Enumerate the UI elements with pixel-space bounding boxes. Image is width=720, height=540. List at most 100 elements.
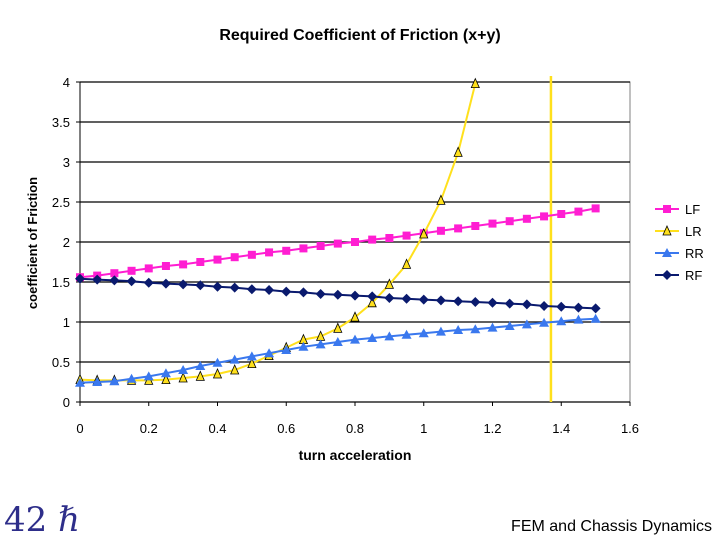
point-lr: [333, 322, 343, 333]
point-lr: [367, 296, 377, 308]
point-rr: [315, 339, 326, 349]
chart-title: Required Coefficient of Friction (x+y): [219, 27, 500, 44]
x-tick-label: 1.6: [621, 421, 639, 436]
point-rf: [229, 282, 240, 293]
point-rr: [504, 321, 515, 330]
friction-chart: Required Coefficient of Friction (x+y) c…: [25, 27, 704, 463]
point-rf: [195, 280, 206, 291]
point-rr: [418, 328, 429, 338]
point-rf: [246, 284, 257, 295]
point-rf: [367, 291, 378, 302]
slide-footer: FEM and Chassis Dynamics: [511, 518, 712, 535]
point-rf: [401, 293, 412, 304]
point-lf: [179, 260, 188, 269]
point-lf: [540, 212, 549, 221]
point-lr: [212, 368, 223, 379]
x-tick-label: 1: [420, 421, 427, 436]
point-rf: [109, 275, 120, 286]
point-rr: [212, 357, 223, 367]
point-rr: [332, 337, 343, 346]
point-rr: [160, 368, 171, 378]
point-lf: [505, 217, 514, 226]
x-tick-label: 1.4: [552, 421, 570, 436]
point-lf: [299, 244, 308, 253]
point-rr: [384, 331, 395, 341]
point-rf: [418, 294, 429, 305]
point-rf: [470, 297, 481, 307]
point-lf: [351, 238, 359, 246]
point-rr: [264, 348, 275, 358]
point-rf: [126, 276, 137, 287]
point-rr: [556, 316, 567, 326]
point-rr: [281, 345, 292, 354]
point-lr: [178, 372, 188, 383]
point-rr: [453, 325, 464, 334]
point-lf: [557, 210, 566, 218]
y-tick-label: 2: [63, 235, 70, 250]
point-lr: [350, 311, 360, 322]
point-rf: [315, 289, 326, 299]
point-lf: [230, 253, 239, 262]
point-rf: [453, 296, 464, 307]
legend-label-rf: RF: [685, 268, 702, 283]
x-tick-label: 0.8: [346, 421, 364, 436]
y-tick-label: 1.5: [52, 275, 70, 290]
point-lr: [230, 364, 240, 375]
point-lf: [110, 269, 119, 278]
point-lf: [144, 264, 153, 273]
slide-number: 42 ℏ: [4, 500, 80, 540]
legend-marker-rr: [662, 248, 672, 257]
point-rf: [92, 274, 103, 285]
point-lf: [265, 248, 274, 257]
point-lf: [591, 204, 600, 213]
x-axis-label: turn acceleration: [299, 447, 412, 463]
point-rf: [504, 298, 515, 309]
point-lr: [419, 228, 429, 239]
y-tick-label: 1: [63, 315, 70, 330]
x-tick-label: 0.2: [140, 421, 158, 436]
y-tick-label: 3.5: [52, 115, 70, 130]
point-lr: [470, 77, 480, 88]
point-lf: [196, 258, 205, 266]
y-tick-label: 0.5: [52, 355, 70, 370]
point-lf: [247, 250, 256, 259]
point-rf: [556, 301, 567, 312]
point-lr: [247, 357, 257, 369]
point-rr: [126, 373, 137, 383]
point-rf: [332, 289, 343, 300]
legend-label-lf: LF: [685, 202, 700, 217]
y-tick-label: 2.5: [52, 195, 70, 210]
x-tick-label: 0: [76, 421, 83, 436]
point-rr: [539, 317, 550, 327]
legend-label-lr: LR: [685, 224, 702, 239]
point-rf: [590, 303, 601, 314]
point-lf: [368, 235, 377, 244]
point-lf: [454, 224, 463, 233]
point-lf: [471, 222, 480, 230]
point-lf: [282, 246, 291, 255]
point-rf: [178, 279, 189, 290]
point-rf: [212, 281, 223, 292]
point-lf: [488, 219, 497, 228]
x-tick-label: 0.4: [208, 421, 226, 436]
point-lr: [161, 373, 171, 385]
point-rr: [195, 361, 206, 370]
point-rf: [573, 302, 584, 313]
point-lf: [385, 234, 394, 242]
point-rr: [435, 326, 446, 336]
point-rf: [521, 299, 532, 310]
point-rf: [160, 278, 171, 289]
point-lr: [195, 370, 205, 381]
point-lf: [316, 242, 325, 250]
point-lf: [436, 226, 445, 235]
y-tick-label: 0: [63, 395, 70, 410]
point-lf: [213, 255, 222, 264]
legend-marker-lf: [663, 205, 671, 213]
point-rr: [229, 354, 240, 364]
point-rf: [539, 301, 550, 311]
x-tick-label: 1.2: [483, 421, 501, 436]
point-rr: [590, 313, 601, 323]
point-lf: [574, 207, 583, 216]
point-rr: [246, 351, 257, 361]
point-rf: [75, 273, 85, 284]
